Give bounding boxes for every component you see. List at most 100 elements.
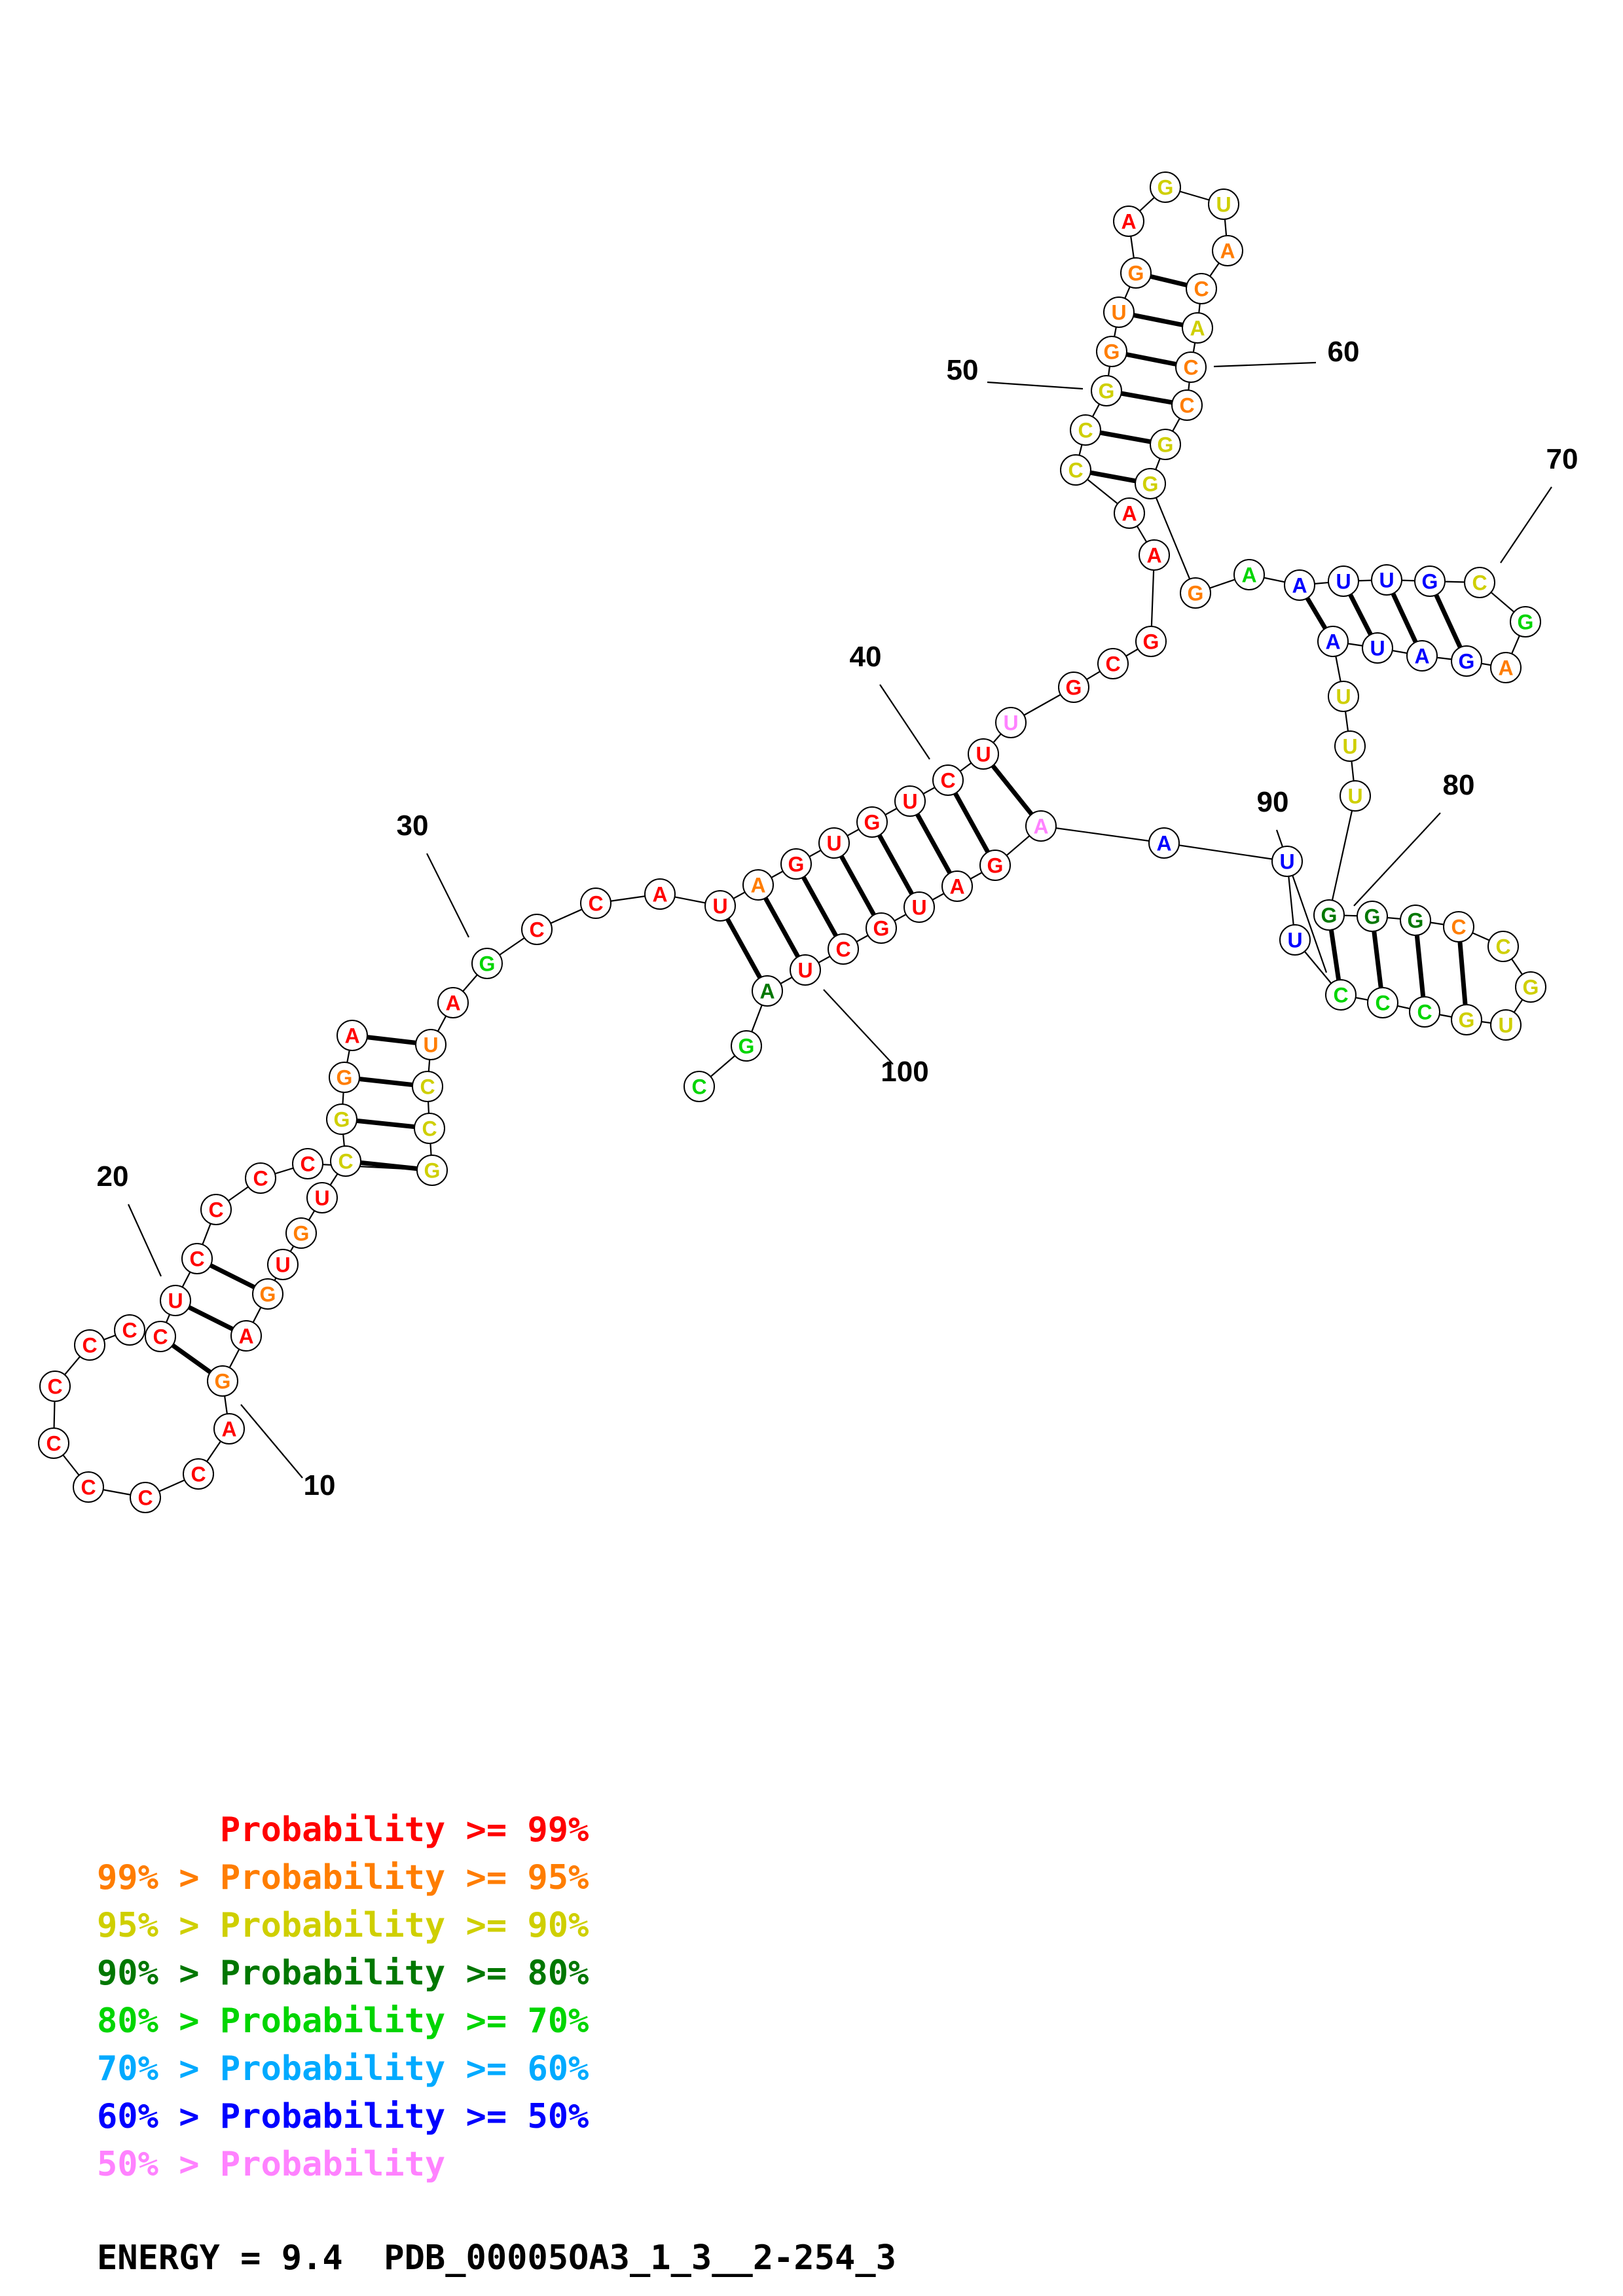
legend-line-7: 60% > Probability >= 50%: [97, 2097, 589, 2136]
nucleotide-base: C: [1078, 419, 1093, 442]
nucleotide-circle: [471, 948, 503, 979]
nucleotide-circle: [267, 1249, 299, 1280]
nucleotide-base: C: [1375, 992, 1390, 1015]
nucleotide-base: C: [422, 1117, 437, 1141]
position-label: 40: [850, 641, 882, 673]
position-label: 70: [1546, 443, 1578, 475]
base-pair-bond: [945, 779, 998, 867]
nucleotide-circle: [1313, 899, 1345, 931]
position-label: 50: [947, 354, 979, 386]
base-pair-bond: [907, 800, 960, 888]
nucleotide-base: U: [911, 896, 926, 920]
nucleotide-base: C: [82, 1334, 97, 1357]
nucleotide-circle: [1186, 273, 1217, 304]
nucleotide-base: C: [208, 1198, 223, 1222]
base-pair-bond: [756, 884, 808, 971]
nucleotide-base: A: [344, 1024, 359, 1048]
nucleotide-circle: [1233, 559, 1265, 590]
nucleotide-circle: [1371, 564, 1402, 596]
backbone-segment: [1149, 483, 1197, 594]
probability-legend: Probability >= 99% 99% > Probability >= 9…: [97, 1806, 589, 2189]
nucleotide-base: C: [835, 938, 850, 961]
nucleotide-circle: [412, 1071, 443, 1102]
nucleotide-circle: [932, 764, 964, 796]
position-label: 80: [1443, 769, 1475, 801]
nucleotide-circle: [1409, 996, 1440, 1028]
position-label: 60: [1328, 336, 1360, 368]
nucleotide-base: G: [1321, 904, 1338, 927]
nucleotide-circle: [903, 891, 935, 923]
nucleotide-base: G: [293, 1222, 310, 1246]
nucleotide-base: C: [420, 1075, 435, 1099]
base-pair-bond: [793, 863, 846, 950]
base-pair-bond: [869, 821, 922, 908]
nucleotide-base: G: [1158, 433, 1174, 457]
nucleotide-circle: [252, 1278, 283, 1310]
nucleotide-circle: [207, 1365, 238, 1397]
nucleotide-circle: [644, 878, 676, 910]
nucleotide-circle: [1271, 846, 1303, 877]
nucleotide-base: U: [1336, 685, 1351, 709]
nucleotide-circle: [39, 1371, 71, 1402]
backbone-segment: [1040, 825, 1165, 844]
nucleotide-circle: [1058, 672, 1089, 703]
position-label-line: [1213, 361, 1317, 368]
nucleotide-base: G: [479, 952, 496, 976]
nucleotide-base: G: [1066, 676, 1082, 700]
position-label-line: [1500, 486, 1552, 564]
nucleotide-circle: [1328, 681, 1359, 712]
nucleotide-base: U: [1498, 1014, 1513, 1037]
nucleotide-base: G: [215, 1370, 231, 1393]
nucleotide-circle: [1464, 567, 1495, 598]
nucleotide-base: C: [529, 918, 544, 942]
nucleotide-base: G: [1523, 976, 1539, 999]
nucleotide-base: U: [168, 1289, 183, 1313]
nucleotide-base: A: [750, 874, 765, 897]
legend-line-4: 90% > Probability >= 80%: [97, 1954, 589, 1993]
position-label-line: [426, 853, 469, 938]
nucleotide-circle: [415, 1029, 447, 1060]
nucleotide-base: G: [1142, 473, 1159, 496]
nucleotide-circle: [213, 1413, 245, 1444]
nucleotide-base: C: [46, 1432, 61, 1456]
nucleotide-circle: [414, 1113, 445, 1144]
backbone-segment: [1328, 795, 1357, 916]
nucleotide-base: C: [691, 1075, 706, 1099]
nucleotide-circle: [1103, 296, 1135, 328]
nucleotide-base: A: [1498, 656, 1513, 680]
nucleotide-circle: [1212, 235, 1243, 266]
nucleotide-circle: [780, 848, 812, 880]
nucleotide-base: C: [1194, 278, 1209, 301]
nucleotide-base: U: [1347, 785, 1362, 808]
nucleotide-circle: [1328, 565, 1359, 597]
nucleotide-base: U: [1003, 711, 1018, 735]
nucleotide-circle: [306, 1182, 338, 1213]
nucleotide-circle: [38, 1427, 69, 1459]
nucleotide-circle: [230, 1320, 262, 1352]
nucleotide-base: C: [940, 769, 955, 793]
nucleotide-base: U: [1379, 569, 1394, 592]
nucleotide-circle: [979, 850, 1011, 881]
nucleotide-base: U: [1370, 637, 1385, 660]
position-label: 100: [881, 1056, 928, 1088]
nucleotide-base: U: [1216, 193, 1231, 217]
nucleotide-base: A: [1190, 317, 1205, 340]
nucleotide-circle: [1150, 171, 1181, 203]
nucleotide-circle: [856, 806, 888, 838]
nucleotide-circle: [1135, 468, 1166, 499]
nucleotide-circle: [790, 954, 821, 986]
nucleotide-circle: [245, 1162, 276, 1194]
nucleotide-circle: [183, 1458, 214, 1490]
nucleotide-base: C: [81, 1476, 96, 1499]
nucleotide-base: A: [1220, 240, 1235, 263]
nucleotide-base: U: [1336, 570, 1351, 594]
nucleotide-circle: [1279, 924, 1311, 956]
nucleotide-base: U: [1287, 929, 1302, 952]
nucleotide-circle: [580, 888, 611, 919]
nucleotide-circle: [1325, 979, 1357, 1011]
backbone-segment: [1163, 842, 1288, 863]
nucleotide-circle: [1490, 1009, 1522, 1041]
nucleotide-base: A: [1414, 645, 1429, 668]
nucleotide-circle: [437, 987, 469, 1018]
nucleotide-base: G: [1158, 176, 1174, 200]
